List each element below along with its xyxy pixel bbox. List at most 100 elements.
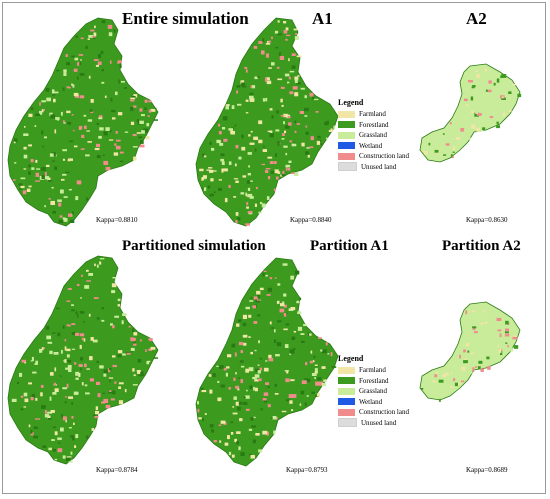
land-patch: [204, 413, 207, 415]
land-patch: [271, 62, 275, 66]
land-patch: [108, 377, 114, 379]
land-patch: [246, 206, 249, 209]
land-patch: [34, 125, 37, 127]
land-patch: [54, 431, 58, 436]
land-patch: [289, 352, 291, 355]
land-patch: [213, 440, 217, 443]
land-patch: [226, 366, 230, 369]
land-patch: [71, 332, 77, 335]
kappa-a1: Kappa=0.8840: [290, 216, 332, 224]
land-patch: [98, 135, 102, 139]
land-patch: [463, 360, 468, 364]
land-patch: [51, 160, 55, 162]
land-patch: [294, 120, 297, 124]
land-patch: [233, 196, 237, 198]
land-patch: [30, 430, 33, 434]
land-patch: [153, 357, 158, 359]
land-patch: [109, 130, 112, 133]
land-patch: [230, 129, 233, 134]
land-patch: [140, 339, 142, 342]
land-patch: [150, 346, 156, 350]
land-patch: [75, 434, 79, 439]
land-patch: [303, 323, 307, 327]
land-patch: [44, 176, 49, 180]
land-patch: [103, 160, 109, 165]
land-patch: [75, 311, 78, 315]
land-patch: [87, 141, 92, 143]
land-patch: [101, 69, 105, 72]
land-patch: [101, 319, 105, 322]
land-patch: [75, 196, 79, 201]
land-patch: [239, 418, 243, 422]
land-patch: [71, 114, 74, 116]
land-patch: [98, 115, 103, 120]
land-patch: [240, 80, 245, 84]
land-patch: [60, 189, 64, 194]
land-patch: [105, 166, 111, 171]
land-patch: [263, 367, 269, 372]
land-patch: [247, 187, 251, 191]
land-patch: [235, 212, 239, 216]
land-patch: [221, 161, 225, 165]
land-patch: [36, 168, 40, 170]
land-patch: [57, 199, 62, 202]
land-patch: [235, 144, 239, 149]
land-patch: [41, 175, 45, 179]
land-patch: [132, 146, 138, 148]
land-patch: [56, 69, 60, 72]
land-patch: [68, 140, 74, 142]
land-patch: [504, 333, 510, 337]
land-patch: [147, 115, 150, 118]
land-patch: [459, 354, 461, 359]
land-patch: [243, 396, 246, 399]
land-patch: [66, 348, 71, 352]
land-patch: [96, 381, 101, 385]
land-patch: [267, 156, 273, 159]
land-patch: [46, 335, 51, 340]
land-patch: [73, 92, 79, 97]
land-patch: [283, 121, 285, 125]
land-patch: [475, 366, 478, 368]
land-patch: [139, 144, 145, 148]
land-patch: [258, 211, 262, 214]
land-patch: [314, 368, 318, 373]
land-patch: [79, 73, 85, 76]
land-patch: [117, 298, 121, 302]
land-patch: [255, 433, 260, 436]
land-patch: [276, 110, 280, 114]
land-patch: [256, 186, 258, 190]
land-patch: [42, 145, 45, 148]
land-patch: [96, 317, 100, 320]
land-patch: [261, 50, 265, 55]
legend-swatch: [338, 387, 355, 395]
land-patch: [310, 136, 314, 141]
land-patch: [290, 379, 295, 382]
land-patch: [202, 176, 207, 180]
land-patch: [90, 99, 94, 103]
land-patch: [117, 112, 123, 116]
land-patch: [216, 365, 219, 367]
land-patch: [232, 412, 238, 415]
land-patch: [86, 280, 91, 282]
land-patch: [18, 183, 23, 186]
land-patch: [74, 145, 78, 148]
land-patch: [269, 277, 273, 280]
land-patch: [99, 365, 104, 369]
land-patch: [97, 61, 102, 65]
land-patch: [277, 78, 283, 81]
land-patch: [81, 382, 84, 386]
land-patch: [230, 131, 235, 135]
legend-item-farmland: Farmland: [338, 109, 428, 120]
land-patch: [110, 398, 115, 401]
land-patch: [203, 187, 207, 191]
land-patch: [81, 274, 83, 277]
legend-swatch: [338, 398, 355, 406]
land-patch: [118, 400, 124, 405]
land-patch: [224, 442, 229, 446]
land-patch: [11, 398, 17, 402]
land-patch: [472, 85, 476, 88]
land-patch: [333, 125, 335, 130]
land-patch: [253, 321, 258, 324]
land-patch: [124, 87, 127, 89]
